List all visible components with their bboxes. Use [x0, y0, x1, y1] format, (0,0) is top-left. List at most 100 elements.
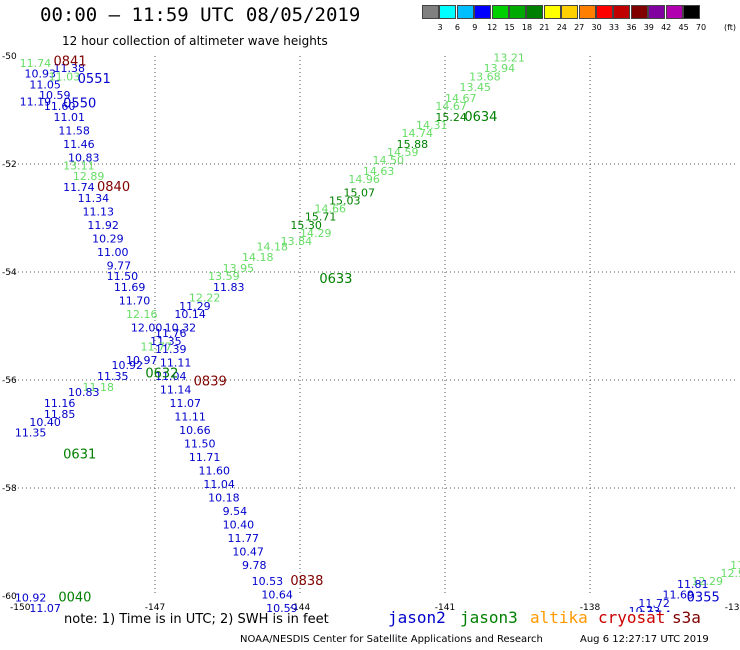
- wave-height-value: 12.89: [73, 170, 105, 183]
- wave-height-value: 10.92: [15, 591, 47, 604]
- wave-height-value: 12.90: [721, 567, 740, 580]
- wave-height-value: 14.66: [315, 203, 347, 216]
- legend-unit: (ft): [724, 23, 737, 32]
- wave-height-value: 10.97: [126, 354, 158, 367]
- wave-height-value: 15.30: [290, 219, 322, 232]
- legend-swatch: [422, 5, 439, 19]
- legend-swatch: [474, 5, 492, 19]
- wave-height-value: 11.18: [83, 381, 115, 394]
- legend-label: 27: [574, 23, 585, 32]
- wave-height-value: 12.22: [189, 292, 221, 305]
- wave-height-value: 11.50: [184, 438, 216, 451]
- wave-height-value: 11.9: [730, 559, 740, 572]
- wave-height-value: 11.71: [189, 451, 221, 464]
- wave-height-value: 11.35: [15, 427, 47, 440]
- lon-tick-label: -144: [290, 603, 311, 612]
- pass-time-label: 0632: [145, 366, 178, 381]
- wave-height-value: 11.00: [97, 246, 129, 259]
- timestamp: Aug 6 12:27:17 UTC 2019: [580, 634, 709, 645]
- pass-time-label: 0631: [63, 447, 96, 462]
- wave-height-value: 15.88: [397, 138, 429, 151]
- wave-height-value: 11.92: [87, 219, 119, 232]
- legend-label: 24: [556, 23, 567, 32]
- wave-height-value: 15.24: [435, 111, 467, 124]
- wave-height-value: 11.05: [29, 78, 61, 91]
- legend-swatch: [543, 5, 561, 19]
- legend-label: 39: [643, 23, 654, 32]
- legend-label: 12: [487, 23, 498, 32]
- wave-height-value: 11.76: [155, 327, 187, 340]
- legend-swatch: [596, 5, 613, 19]
- wave-height-value: 10.66: [179, 424, 211, 437]
- lat-tick-label: -50: [2, 52, 17, 62]
- wave-height-value: 13.68: [469, 70, 501, 83]
- pass-time-label: 0839: [194, 374, 227, 389]
- page-subtitle: 12 hour collection of altimeter wave hei…: [62, 34, 328, 48]
- wave-height-value: 10.59: [39, 89, 71, 102]
- wave-height-value: 10.64: [261, 589, 293, 602]
- legend-swatch: [578, 5, 596, 19]
- wave-height-value: 11.04: [155, 370, 187, 383]
- wave-height-value: 11.13: [83, 205, 115, 218]
- legend-swatch: [439, 5, 457, 19]
- wave-height-value: 14.74: [402, 127, 434, 140]
- wave-height-value: 11.83: [213, 281, 245, 294]
- wave-height-value: 15.03: [329, 195, 361, 208]
- legend-label: 18: [521, 23, 533, 32]
- credits: NOAA/NESDIS Center for Satellite Applica…: [240, 634, 543, 645]
- wave-height-value: 11.70: [119, 294, 151, 307]
- lon-tick-label: -150: [10, 603, 31, 612]
- wave-height-value: 14.96: [348, 173, 380, 186]
- legend-label: 21: [539, 23, 550, 32]
- wave-height-value: 11.74: [20, 57, 51, 70]
- wave-height-value: 12.16: [126, 308, 158, 321]
- lat-tick-label: -56: [2, 376, 17, 386]
- wave-height-value: 12.00: [131, 321, 163, 334]
- pass-time-label: 0355: [687, 590, 720, 605]
- wave-height-value: 11.77: [228, 532, 260, 545]
- wave-height-value: 10.53: [252, 575, 284, 588]
- legend-label: 70: [695, 23, 707, 32]
- lon-tick-label: -141: [435, 603, 455, 612]
- wave-height-value: 14.59: [387, 146, 419, 159]
- wave-height-value: 11.35: [97, 370, 129, 383]
- pass-time-label: 0633: [319, 272, 352, 287]
- legend-label: 36: [626, 23, 637, 32]
- wave-height-value: 14.18: [242, 251, 274, 264]
- lat-tick-label: -60: [2, 592, 17, 602]
- wave-height-value: 13.21: [493, 52, 525, 64]
- pass-time-label: 0040: [58, 590, 91, 605]
- pass-time-label: 0841: [54, 55, 87, 70]
- legend-swatch: [648, 5, 666, 19]
- wave-height-value: 14.29: [300, 227, 332, 240]
- wave-height-value: 11.50: [107, 270, 138, 283]
- pass-time-label: 0634: [464, 110, 497, 125]
- wave-height-value: 15.71: [305, 211, 337, 224]
- wave-height-value: 11.72: [638, 597, 670, 610]
- legend-jason3: jason3: [460, 608, 518, 627]
- lon-tick-label: -135: [725, 603, 740, 612]
- wave-height-value: 15.07: [344, 186, 376, 199]
- wave-height-value: 10.40: [223, 519, 255, 532]
- wave-height-value: 11.07: [29, 602, 61, 612]
- wave-height-value: 11.14: [160, 384, 192, 397]
- legend-swatch: [630, 5, 648, 19]
- legend-swatch: [526, 5, 544, 19]
- pass-time-label: 0838: [290, 574, 323, 589]
- wave-height-value: 11.60: [199, 465, 231, 478]
- wave-height-value: 11.81: [677, 578, 709, 591]
- wave-height-value: 10.47: [232, 546, 263, 559]
- legend-cryosat: cryosat: [598, 608, 666, 627]
- legend-jason2: jason2: [388, 608, 446, 627]
- legend-swatch: [561, 5, 579, 19]
- legend-label: 45: [678, 23, 689, 32]
- wave-height-value: 10.14: [174, 308, 206, 321]
- legend-swatch: [683, 5, 700, 19]
- wave-height-value: 13.11: [63, 159, 95, 172]
- wave-height-value: 9.54: [223, 505, 248, 518]
- pass-time-label: 0550: [63, 96, 96, 111]
- wave-height-value: 12.29: [692, 575, 724, 588]
- legend-label: 15: [504, 23, 515, 32]
- wave-height-value: 11.38: [54, 62, 86, 75]
- lon-tick-label: -147: [145, 603, 165, 612]
